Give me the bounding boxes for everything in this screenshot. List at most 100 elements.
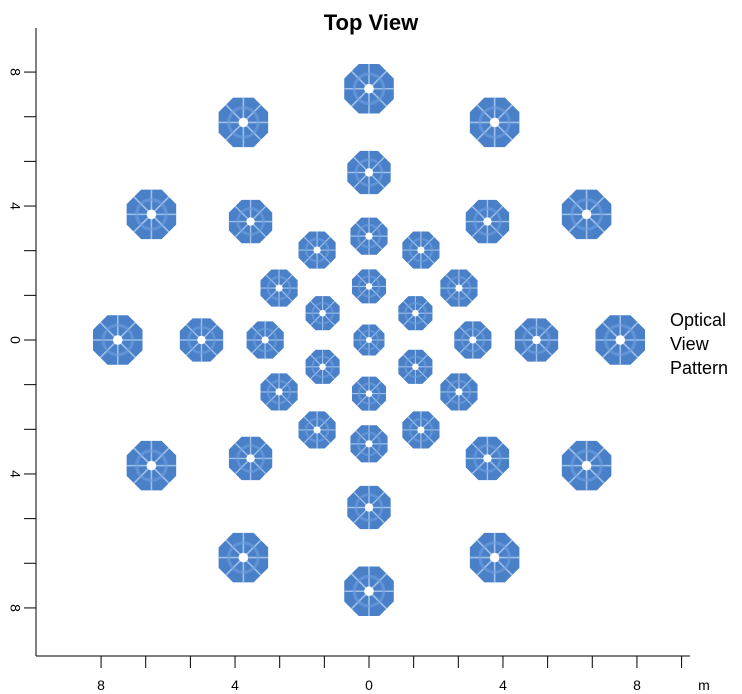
segment-ring (357, 275, 381, 298)
segment-ring (227, 106, 260, 139)
segment-ring (358, 329, 380, 351)
center-hole (112, 335, 123, 345)
mirror-segment-ring-3 (347, 485, 391, 530)
segment-ring (460, 327, 486, 353)
segment-ring (473, 444, 502, 473)
center-hole (261, 336, 269, 344)
center-hole (455, 284, 463, 292)
mirror-segment-ring-2 (260, 373, 298, 411)
x-tick-label: 8 (97, 677, 105, 693)
center-hole (489, 117, 500, 128)
center-hole (417, 426, 425, 434)
x-tick-label: 4 (499, 677, 507, 693)
mirror-segment-ring-2 (402, 231, 440, 269)
mirror-segment-ring-4 (561, 189, 612, 240)
y-tick-label: 4 (7, 202, 23, 210)
center-hole (532, 335, 541, 345)
mirror-segment-ring-1 (398, 296, 433, 331)
segment-ring (252, 327, 278, 353)
y-tick-label: 8 (7, 604, 23, 612)
center-hole (313, 246, 321, 254)
mirror-segment-ring-2 (440, 269, 478, 307)
mirror-segment-ring-4 (595, 315, 646, 365)
mirror-segment-ring-3 (347, 150, 391, 195)
y-tick-label: 0 (7, 336, 23, 344)
mirror-segment-ring-3 (514, 318, 559, 362)
center-hole (581, 209, 592, 220)
mirror-segment-ring-4 (561, 440, 612, 491)
mirror-segment-ring-3 (228, 199, 273, 244)
segment-ring (311, 301, 334, 325)
center-hole (238, 117, 249, 128)
segment-ring (446, 275, 472, 301)
mirror-segment-ring-2 (260, 269, 298, 307)
segment-ring (522, 325, 551, 355)
center-hole (313, 426, 321, 434)
segment-ring (266, 379, 292, 405)
side-label-line-1: Optical (670, 310, 727, 330)
center-hole (364, 586, 374, 597)
center-hole (365, 336, 373, 344)
mirror-segment-ring-1 (351, 269, 387, 304)
mirror-segment-ring-3 (228, 436, 273, 481)
x-axis-unit: m (698, 677, 710, 693)
y-tick-label: 8 (7, 68, 23, 76)
mirror-segment-ring-4 (469, 532, 520, 583)
segment-ring (356, 223, 382, 249)
center-hole (238, 552, 249, 563)
center-hole (412, 363, 419, 371)
segment-ring (570, 449, 603, 482)
segment-ring (266, 275, 292, 301)
segment-ring (408, 417, 434, 443)
segment-ring (311, 355, 334, 379)
center-hole (319, 363, 326, 371)
center-hole (365, 390, 373, 397)
center-hole (364, 168, 374, 177)
segment-ring (227, 541, 260, 574)
mirror-segment-ring-4 (469, 97, 520, 148)
segment-ring (101, 323, 135, 357)
center-hole (197, 335, 206, 345)
center-hole (364, 83, 374, 94)
mirror-segment-ring-2 (298, 231, 336, 269)
segment-ring (352, 574, 386, 608)
center-hole (483, 454, 492, 463)
segment-ring (135, 449, 168, 482)
center-hole (365, 440, 373, 448)
x-tick-label: 8 (633, 677, 641, 693)
center-hole (581, 460, 592, 471)
mirror-segment-ring-1 (351, 376, 387, 411)
mirror-segment-ring-4 (344, 566, 394, 617)
center-hole (365, 232, 373, 240)
segment-ring (187, 325, 216, 355)
axes-layer: 8 4 0 4 8 m 8 4 0 4 8 (7, 28, 710, 693)
mirror-segment-ring-1 (305, 349, 340, 384)
x-tick-label: 0 (365, 677, 373, 693)
marks-layer (92, 63, 646, 617)
mirror-segment-ring-2 (454, 321, 492, 359)
side-label-line-3: Pattern (670, 358, 729, 378)
mirror-segment-ring-2 (402, 411, 440, 449)
segment-ring (135, 198, 168, 231)
center-hole (364, 503, 374, 512)
center-hole (275, 388, 283, 396)
mirror-segment-ring-1 (305, 296, 340, 331)
center-hole (417, 246, 425, 254)
y-tick-label: 4 (7, 470, 23, 478)
segment-ring (404, 301, 427, 325)
mirror-segment-center (353, 324, 385, 356)
center-hole (469, 336, 477, 344)
segment-ring (570, 198, 603, 231)
mirror-segment-ring-2 (350, 217, 388, 255)
segment-ring (404, 355, 427, 379)
segment-ring (446, 379, 472, 405)
segment-ring (304, 237, 330, 263)
mirror-segment-ring-2 (246, 321, 284, 359)
mirror-segment-ring-2 (440, 373, 478, 411)
segment-ring (354, 493, 384, 522)
mirror-segment-ring-3 (465, 199, 510, 244)
segment-ring (354, 158, 384, 187)
segment-ring (356, 431, 382, 457)
center-hole (483, 217, 492, 226)
